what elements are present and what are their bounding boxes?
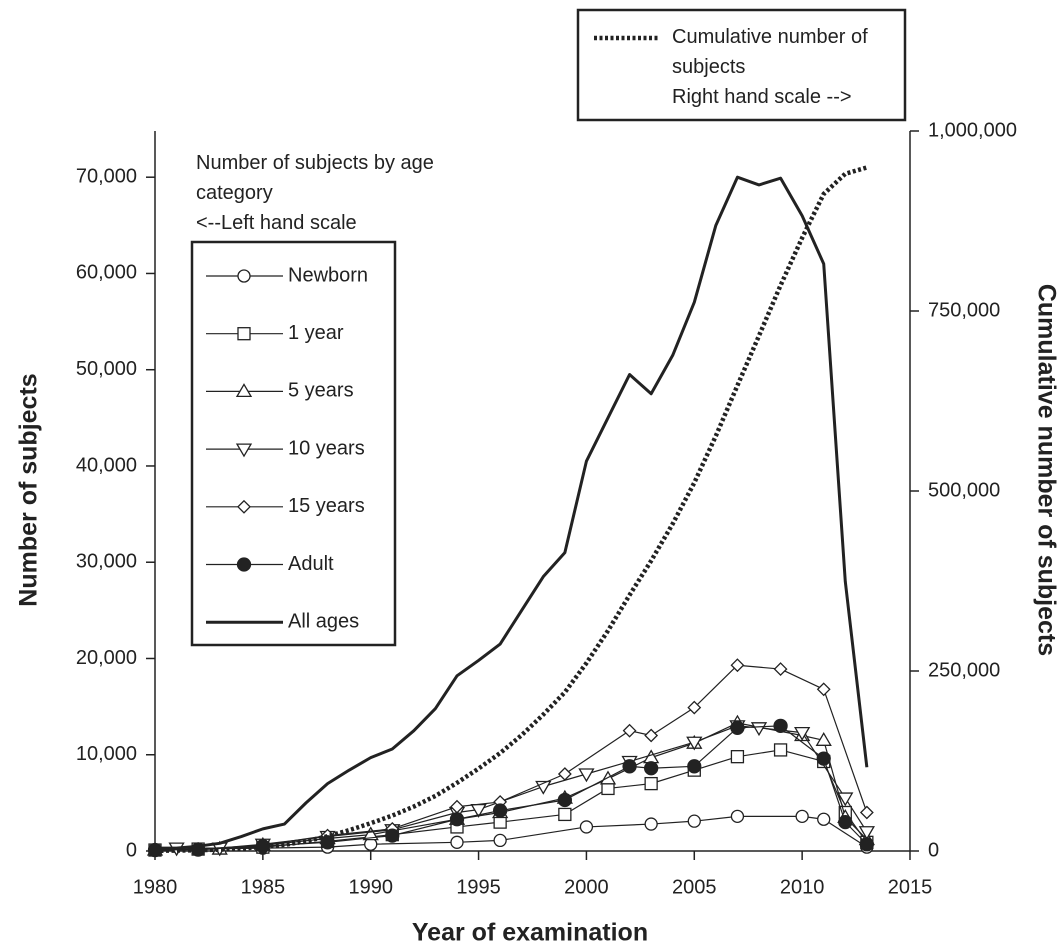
marker xyxy=(579,820,594,834)
marker xyxy=(493,833,507,848)
marker xyxy=(859,805,874,820)
y2-tick-label: 500,000 xyxy=(928,479,1000,501)
x-tick-label: 1985 xyxy=(241,876,286,898)
marker xyxy=(558,807,572,822)
legend-label: 15 years xyxy=(288,495,365,517)
marker xyxy=(773,718,788,734)
marker xyxy=(237,269,251,283)
marker xyxy=(687,814,701,828)
x-tick-label: 2015 xyxy=(888,876,933,898)
marker xyxy=(773,743,788,757)
marker xyxy=(858,826,875,841)
x-tick-label: 2010 xyxy=(780,876,825,898)
legend-label: 1 year xyxy=(288,322,344,344)
legend-label: 10 years xyxy=(288,437,365,459)
y-tick-label: 60,000 xyxy=(76,262,137,284)
marker xyxy=(644,817,658,831)
marker xyxy=(816,751,831,766)
marker xyxy=(859,837,875,852)
marker xyxy=(817,812,831,826)
y-tick-label: 30,000 xyxy=(76,551,137,573)
annotation-text: Number of subjects by age category xyxy=(196,152,434,204)
marker xyxy=(362,826,379,841)
y-tick-label: 0 xyxy=(126,839,137,861)
marker xyxy=(644,776,658,791)
marker xyxy=(730,809,745,823)
marker xyxy=(794,726,811,741)
series-line xyxy=(176,725,868,849)
x-tick-label: 1995 xyxy=(456,876,501,898)
marker xyxy=(492,803,508,818)
x-tick-label: 2000 xyxy=(564,876,609,898)
legend-label: All ages xyxy=(288,610,359,632)
legend-label: 5 years xyxy=(288,380,354,402)
y-tick-label: 50,000 xyxy=(76,358,137,380)
y-tick-label: 70,000 xyxy=(76,165,137,187)
x-tick-label: 1980 xyxy=(133,876,178,898)
marker xyxy=(557,767,572,781)
marker xyxy=(730,750,745,764)
series-line xyxy=(154,664,868,851)
marker xyxy=(686,736,703,751)
series-line xyxy=(154,815,868,851)
marker xyxy=(450,835,464,849)
marker xyxy=(730,658,745,673)
y-tick-label: 40,000 xyxy=(76,454,137,476)
legend-box xyxy=(576,8,907,122)
marker xyxy=(838,814,853,830)
marker xyxy=(816,682,831,697)
legend-label: Newborn xyxy=(288,264,368,286)
marker xyxy=(773,662,788,676)
legend-box xyxy=(190,240,397,647)
y2-axis-title: Cumulative number of subjects xyxy=(1032,284,1060,656)
annotation-text: Right hand scale --> xyxy=(672,86,852,108)
y2-tick-label: 750,000 xyxy=(928,299,1000,321)
marker xyxy=(320,835,335,850)
marker xyxy=(557,792,573,808)
annotation: Cumulative number of subjects Right hand … xyxy=(672,22,872,112)
marker xyxy=(815,732,832,746)
annotation-text: <--Left hand scale xyxy=(196,212,357,234)
marker xyxy=(837,792,854,807)
marker xyxy=(644,728,659,743)
y2-tick-label: 250,000 xyxy=(928,659,1000,681)
y2-tick-label: 0 xyxy=(928,839,939,861)
y-axis-title: Number of subjects xyxy=(15,373,43,606)
y2-tick-label: 1,000,000 xyxy=(928,119,1017,141)
y-tick-label: 20,000 xyxy=(76,647,137,669)
x-axis-title: Year of examination xyxy=(412,919,648,947)
y-tick-label: 10,000 xyxy=(76,743,137,765)
x-tick-label: 1990 xyxy=(348,876,393,898)
marker xyxy=(730,720,745,735)
annotation: Number of subjects by age category <--Lef… xyxy=(196,148,446,238)
legend-label: Adult xyxy=(288,553,334,575)
marker xyxy=(235,383,253,398)
marker xyxy=(687,759,702,774)
marker xyxy=(385,828,400,843)
legend-label: Cumulative number of subjects xyxy=(672,26,868,78)
marker xyxy=(643,761,659,776)
marker xyxy=(578,768,595,783)
x-tick-label: 2005 xyxy=(672,876,717,898)
series-line xyxy=(154,749,868,851)
series-line xyxy=(154,165,868,854)
marker xyxy=(622,723,637,738)
marker xyxy=(795,809,809,823)
marker xyxy=(235,443,253,458)
marker xyxy=(449,812,465,827)
marker xyxy=(750,722,768,737)
marker xyxy=(622,759,637,774)
series-line xyxy=(155,175,869,850)
marker xyxy=(237,327,251,341)
marker xyxy=(687,700,702,715)
marker xyxy=(236,557,252,572)
marker xyxy=(237,499,251,514)
